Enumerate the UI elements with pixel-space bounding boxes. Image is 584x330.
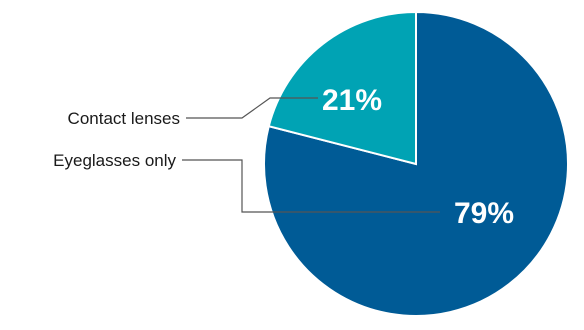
legend-label-contact-lenses: Contact lenses: [68, 109, 180, 128]
data-label-contact-lenses: 21%: [322, 84, 382, 117]
slice-eyeglasses-only: [263, 10, 569, 317]
leader-line-eyeglasses-only: [182, 159, 440, 213]
slice-contact-lenses: [267, 10, 417, 166]
leader-line-contact-lenses: [186, 97, 318, 119]
data-label-eyeglasses-only: 79%: [454, 197, 514, 230]
pie-slices: [263, 10, 569, 317]
legend-label-eyeglasses-only: Eyeglasses only: [53, 151, 176, 170]
